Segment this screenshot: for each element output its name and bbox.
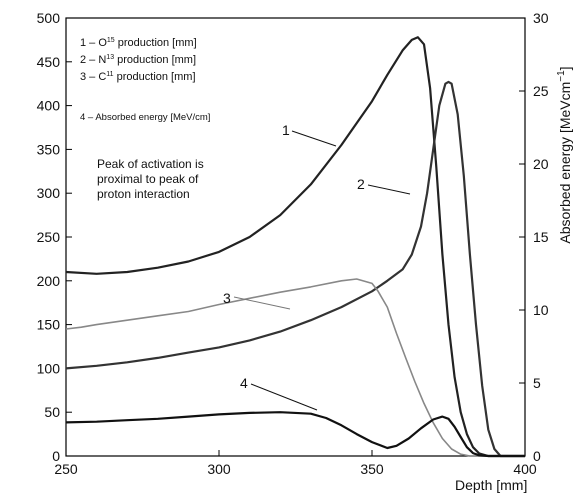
callout-4-label: 4 [240, 375, 248, 391]
y-right-tick-label-0: 0 [533, 448, 541, 464]
x-tick-label-2: 350 [360, 461, 384, 477]
legend-item-4: 4 – Absorbed energy [MeV/cm] [80, 112, 210, 123]
annotation-line-1: Peak of activation is [97, 157, 204, 171]
series-layer [65, 36, 525, 458]
callout-2-arrow [367, 184, 411, 195]
legend-item-1-sup: 15 [107, 37, 115, 44]
callout-1-arrow [291, 130, 337, 147]
legend-item-3-suffix: production [mm] [114, 71, 196, 83]
annotation-note: Peak of activation is proximal to peak o… [97, 157, 204, 201]
callout-3-label: 3 [223, 290, 231, 306]
y-right-tick-label-4: 20 [533, 156, 549, 172]
y-left-tick-label-6: 300 [37, 185, 61, 201]
y-axis-right-title-end: ] [557, 66, 573, 70]
callout-4-arrow [250, 383, 318, 411]
y-axis-right-title-sup: −1 [556, 70, 567, 82]
y-left-tick-label-0: 0 [52, 448, 60, 464]
y-left-tick-label-3: 150 [37, 317, 61, 333]
series-1-line [65, 36, 525, 458]
y-left-tick-label-10: 500 [37, 10, 61, 26]
legend-item-2-sup: 13 [106, 54, 114, 61]
annotation-line-3: proton interaction [97, 187, 190, 201]
y-left-tick-label-4: 200 [37, 273, 61, 289]
x-axis-title: Depth [mm] [455, 477, 527, 493]
y-right-tick-label-3: 15 [533, 229, 549, 245]
y-right-tick-label-2: 10 [533, 302, 549, 318]
series-3-line [65, 278, 525, 457]
y-left-tick-label-7: 350 [37, 141, 61, 157]
legend-item-1-suffix: production [mm] [115, 37, 197, 49]
y-axis-right-title: Absorbed energy [MeVcm−1] [556, 66, 573, 243]
legend-item-3-sup: 11 [106, 71, 113, 78]
legend-item-2-suffix: production [mm] [114, 54, 196, 66]
annotation-line-2: proximal to peak of [97, 172, 199, 186]
callout-2-label: 2 [357, 176, 365, 192]
series-4-line [65, 411, 525, 458]
x-tick-label-0: 250 [54, 461, 78, 477]
legend-item-3-prefix: 3 – C [80, 71, 106, 83]
x-tick-label-1: 300 [207, 461, 231, 477]
series-2-line [65, 80, 525, 458]
legend-item-1: 1 – O15 production [mm] [80, 37, 197, 49]
y-axis-right-title-main: Absorbed energy [MeVcm [557, 82, 573, 244]
legend: 1 – O15 production [mm] 2 – N13 producti… [80, 37, 210, 123]
y-left-tick-label-8: 400 [37, 98, 61, 114]
y-left-tick-label-9: 450 [37, 54, 61, 70]
legend-item-2: 2 – N13 production [mm] [80, 54, 196, 66]
legend-item-1-prefix: 1 – O [80, 37, 107, 49]
legend-item-3: 3 – C11 production [mm] [80, 71, 196, 83]
x-tick-label-3: 400 [513, 461, 537, 477]
callout-3-arrow [233, 296, 291, 310]
y-left-tick-label-5: 250 [37, 229, 61, 245]
legend-item-2-prefix: 2 – N [80, 54, 106, 66]
callout-1-label: 1 [282, 122, 290, 138]
y-right-tick-label-1: 5 [533, 375, 541, 391]
y-left-tick-label-2: 100 [37, 360, 61, 376]
y-right-tick-label-6: 30 [533, 10, 549, 26]
y-right-tick-label-5: 25 [533, 83, 549, 99]
callouts: 1 2 3 4 [223, 122, 411, 411]
ticks-layer: 0 50 100 150 200 250 300 350 400 450 500 0 5 10 15 20 25… [37, 10, 549, 477]
y-left-tick-label-1: 50 [44, 404, 60, 420]
